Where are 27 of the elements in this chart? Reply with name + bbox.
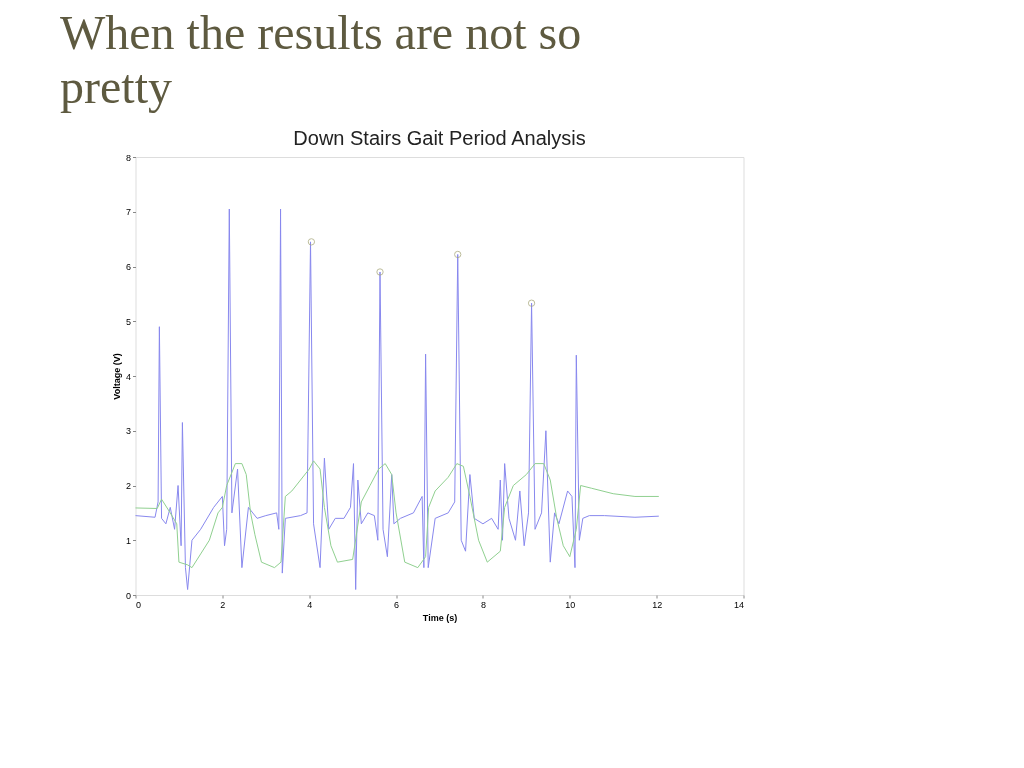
y-tick-label: 7: [125, 207, 131, 218]
x-tick-label: 8: [480, 599, 486, 610]
x-tick-label: 12: [652, 599, 663, 610]
x-tick-label: 2: [220, 599, 226, 610]
point: [376, 268, 384, 276]
x-tick-label: 6: [394, 599, 400, 610]
x-axis-title: Time (s): [422, 612, 458, 623]
y-tick-label: 5: [125, 316, 131, 327]
y-tick-label: 1: [125, 535, 131, 546]
x-tick-label: 4: [307, 599, 313, 610]
chart-title: When the results are not so pretty: [60, 5, 582, 113]
x-tick-label: 10: [565, 599, 576, 610]
point: [454, 250, 462, 259]
point: [307, 238, 316, 246]
point: [527, 299, 536, 307]
line-series: [135, 208, 660, 591]
x-tick-label: 14: [733, 599, 744, 610]
x-tick-label: 0: [136, 599, 142, 610]
y-tick-label: 3: [125, 426, 131, 437]
y-axis-title: Voltage (V): [111, 353, 122, 400]
y-tick-label: 8: [125, 152, 131, 163]
y-tick-label: 4: [125, 371, 131, 382]
y-tick-label: 0: [125, 590, 131, 601]
line-series: [135, 460, 660, 569]
chart-subtitle: Down Stairs Gait Period Analysis: [293, 127, 586, 149]
y-tick-label: 6: [125, 262, 131, 272]
y-tick-label: 2: [125, 481, 131, 491]
